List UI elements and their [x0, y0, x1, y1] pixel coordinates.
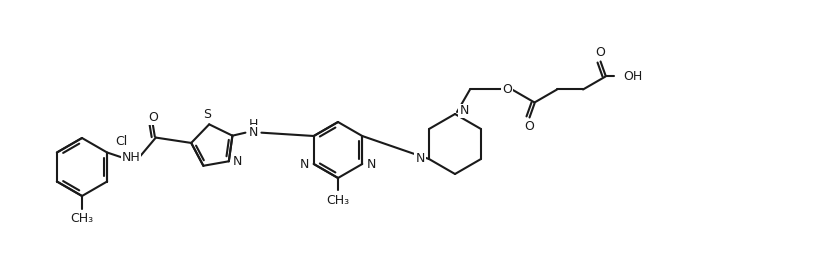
Text: N: N	[248, 126, 258, 139]
Text: O: O	[524, 120, 534, 133]
Text: NH: NH	[121, 151, 140, 164]
Text: O: O	[147, 111, 157, 124]
Text: N: N	[233, 155, 242, 168]
Text: S: S	[203, 108, 211, 121]
Text: CH₃: CH₃	[70, 212, 93, 224]
Text: OH: OH	[622, 70, 642, 83]
Text: N: N	[459, 104, 468, 118]
Text: CH₃: CH₃	[326, 193, 349, 206]
Text: H: H	[248, 118, 258, 131]
Text: N: N	[415, 153, 424, 165]
Text: N: N	[300, 157, 309, 171]
Text: Cl: Cl	[115, 135, 127, 148]
Text: O: O	[501, 83, 511, 96]
Text: N: N	[366, 157, 375, 171]
Text: O: O	[595, 46, 604, 59]
